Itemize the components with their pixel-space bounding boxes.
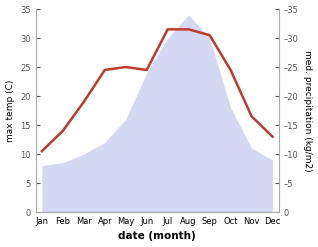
X-axis label: date (month): date (month)	[118, 231, 196, 242]
Y-axis label: max temp (C): max temp (C)	[5, 79, 15, 142]
Y-axis label: med. precipitation (kg/m2): med. precipitation (kg/m2)	[303, 50, 313, 171]
